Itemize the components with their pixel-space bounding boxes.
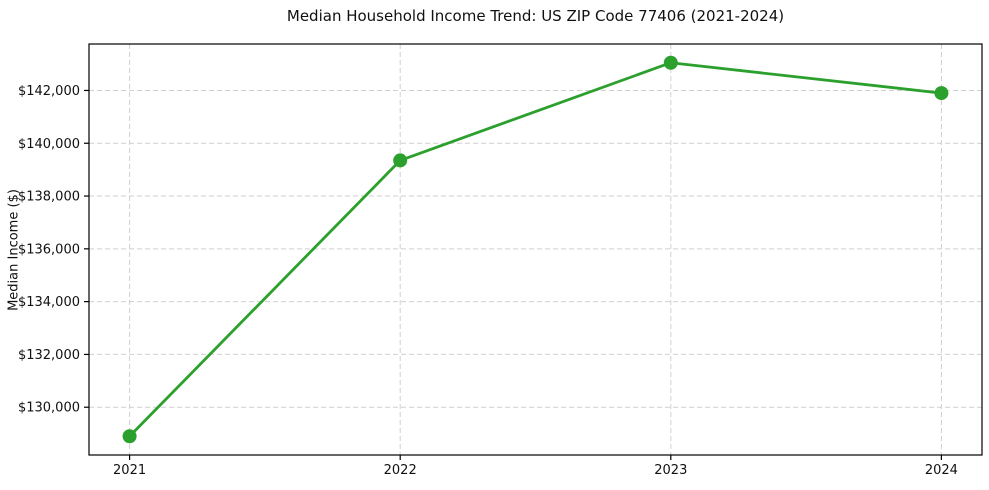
x-tick-label: 2022 — [384, 463, 417, 478]
y-tick-label: $134,000 — [18, 295, 80, 310]
x-tick-label: 2021 — [113, 463, 146, 478]
x-tick-label: 2024 — [925, 463, 958, 478]
y-tick-label: $138,000 — [18, 190, 80, 205]
data-point-marker — [663, 55, 678, 70]
y-tick-label: $132,000 — [18, 348, 80, 363]
data-point-marker — [934, 86, 949, 101]
trend-line — [128, 61, 943, 438]
data-point-marker — [393, 153, 408, 168]
chart-title: Median Household Income Trend: US ZIP Co… — [286, 7, 785, 25]
data-point-marker — [122, 429, 137, 444]
y-tick-label: $140,000 — [18, 137, 80, 152]
y-tick-label: $130,000 — [18, 401, 80, 416]
y-tick-label: $142,000 — [18, 84, 80, 99]
plot-border — [88, 43, 983, 456]
y-tick-label: $136,000 — [18, 242, 80, 257]
x-tick-label: 2023 — [654, 463, 687, 478]
